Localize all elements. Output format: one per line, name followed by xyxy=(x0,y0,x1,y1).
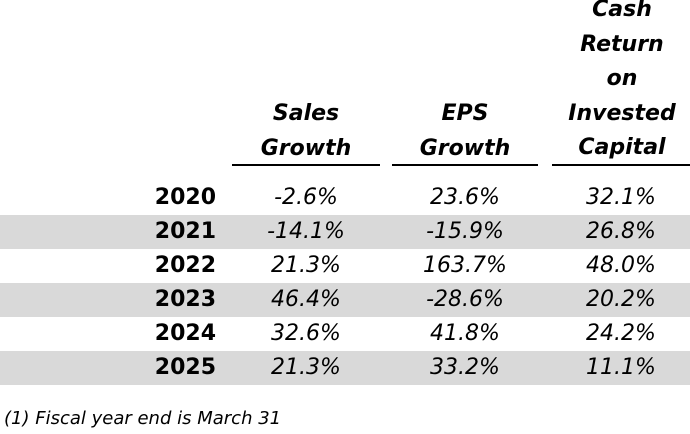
cash-return-header-line1: Cash xyxy=(592,0,652,22)
cash-return-cell: 20.2% xyxy=(586,287,656,312)
year-cell: 2020 xyxy=(154,185,216,210)
cash-return-cell: 48.0% xyxy=(586,253,656,278)
sales-growth-header-line2: Growth xyxy=(260,135,352,161)
sales-growth-cell: 21.3% xyxy=(271,355,341,380)
year-cell: 2022 xyxy=(154,253,216,278)
cash-return-header: Cash Return on Invested Capital xyxy=(552,0,690,166)
cash-return-header-line5: Capital xyxy=(578,135,666,160)
eps-growth-cell: 163.7% xyxy=(423,253,507,278)
year-cell: 2024 xyxy=(154,321,216,346)
table-row: 2022 21.3% 163.7% 48.0% xyxy=(0,249,690,283)
cash-return-header-line4: Invested xyxy=(568,100,676,126)
cash-return-cell: 26.8% xyxy=(586,219,656,244)
sales-growth-header: Sales Growth xyxy=(232,97,380,166)
table-row: 2023 46.4% -28.6% 20.2% xyxy=(0,283,690,317)
eps-growth-cell: 23.6% xyxy=(430,185,500,210)
sales-growth-header-line1: Sales xyxy=(272,101,340,126)
eps-growth-cell: -28.6% xyxy=(426,287,504,312)
table-row: 2020 -2.6% 23.6% 32.1% xyxy=(0,181,690,215)
year-cell: 2023 xyxy=(154,287,216,312)
table-row: 2025 21.3% 33.2% 11.1% xyxy=(0,351,690,385)
eps-growth-header-line1: EPS xyxy=(441,101,489,126)
table-row: 2024 32.6% 41.8% 24.2% xyxy=(0,317,690,351)
table-row: 2021 -14.1% -15.9% 26.8% xyxy=(0,215,690,249)
cash-return-cell: 24.2% xyxy=(586,321,656,346)
eps-header-underline xyxy=(392,164,538,166)
sales-header-underline xyxy=(232,164,380,166)
year-cell: 2021 xyxy=(154,219,216,244)
sales-growth-cell: 32.6% xyxy=(271,321,341,346)
cash-return-header-line2: Return xyxy=(580,31,664,57)
sales-growth-cell: 46.4% xyxy=(271,287,341,312)
cash-return-cell: 11.1% xyxy=(586,355,656,380)
eps-growth-header-line2: Growth xyxy=(419,135,511,161)
eps-growth-cell: 33.2% xyxy=(430,355,500,380)
cash-return-cell: 32.1% xyxy=(586,185,656,210)
eps-growth-cell: -15.9% xyxy=(426,219,504,244)
eps-growth-header: EPS Growth xyxy=(392,97,538,166)
sales-growth-cell: -14.1% xyxy=(267,219,345,244)
sales-growth-cell: 21.3% xyxy=(271,253,341,278)
eps-growth-cell: 41.8% xyxy=(430,321,500,346)
sales-growth-cell: -2.6% xyxy=(274,185,338,210)
footnote: (1) Fiscal year end is March 31 xyxy=(4,408,282,429)
cash-return-header-line3: on xyxy=(606,66,638,91)
cash-header-underline xyxy=(552,164,690,166)
year-cell: 2025 xyxy=(154,355,216,380)
